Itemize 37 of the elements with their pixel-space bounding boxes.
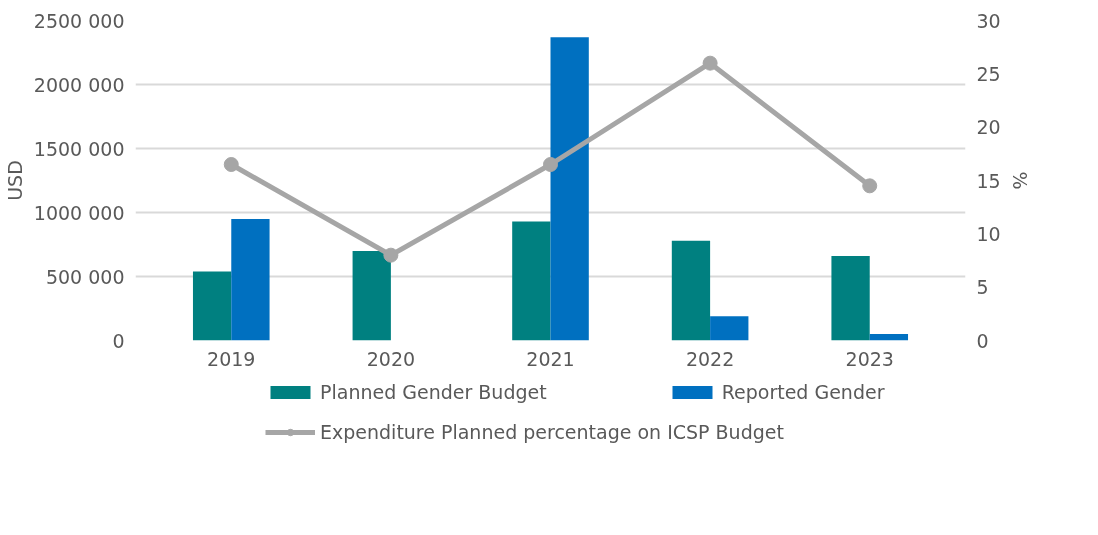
y-tick-label: 1000 000 — [33, 201, 125, 224]
point — [223, 157, 239, 172]
bar — [550, 37, 589, 341]
bar — [710, 316, 749, 341]
x-tick-label: 2021 — [526, 347, 575, 370]
y2-tick-label: 10 — [976, 222, 1001, 245]
y2-tick-label: 15 — [976, 169, 1001, 192]
bar — [671, 240, 711, 341]
y-tick-label: 2500 000 — [33, 9, 125, 32]
y2-axis-title: % — [1008, 171, 1031, 190]
bar — [831, 256, 870, 341]
legend-label: Planned Gender Budget — [320, 381, 547, 403]
y2-tick-label: 20 — [976, 116, 1001, 139]
x-tick-label: 2023 — [845, 347, 894, 370]
x-tick-label: 2020 — [366, 347, 416, 370]
bar — [231, 218, 270, 341]
y2-tick-label: 5 — [976, 276, 989, 299]
y-tick-label: 0 — [112, 329, 125, 352]
bar — [869, 334, 909, 341]
y-tick-label: 2000 000 — [33, 73, 125, 96]
point — [383, 247, 399, 263]
x-tick-label: 2019 — [207, 347, 256, 370]
y2-tick-label: 0 — [976, 329, 989, 352]
x-tick-label: 2022 — [685, 347, 735, 370]
legend-label: Reported Gender — [721, 381, 885, 403]
bar — [512, 221, 551, 341]
legend-label: Expenditure Planned percentage on ICSP Budget — [320, 421, 784, 443]
y-tick-label: 500 000 — [45, 265, 125, 288]
y2-tick-label: 25 — [976, 62, 1001, 85]
point — [543, 157, 558, 172]
point — [862, 178, 878, 194]
bar — [352, 250, 391, 341]
point — [702, 55, 718, 71]
bar — [192, 271, 232, 341]
y-tick-label: 1500 000 — [33, 137, 125, 160]
y2-tick-label: 30 — [976, 9, 1001, 32]
y-axis-title: USD — [3, 160, 26, 201]
